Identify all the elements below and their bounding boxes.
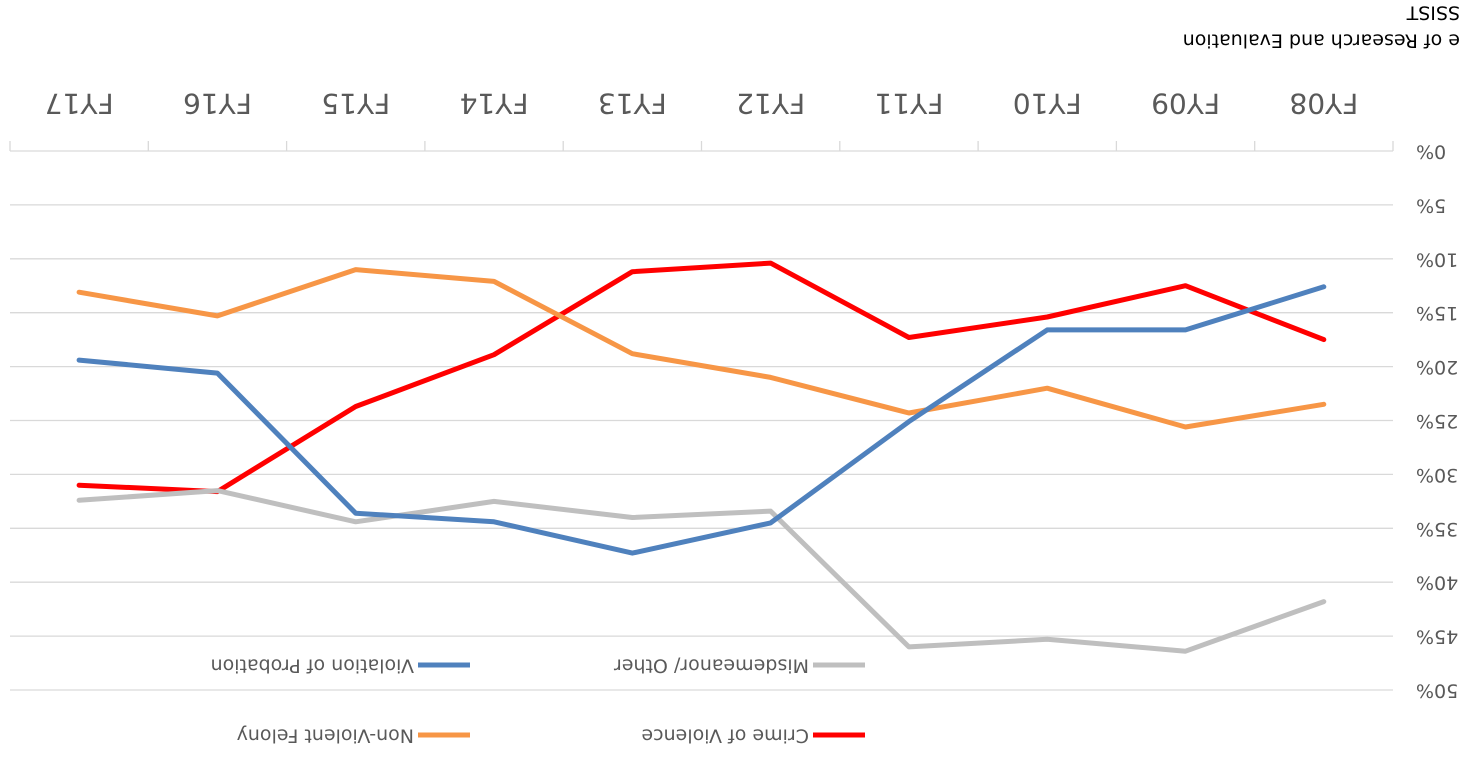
legend-label: Violation of Probation: [211, 655, 414, 677]
y-tick-label: 50%: [1416, 680, 1458, 702]
y-tick-label: 35%: [1416, 518, 1458, 540]
source-line: SSIST: [1406, 2, 1460, 24]
legend-label: Crime of Violence: [641, 725, 809, 747]
x-tick-label: FY16: [183, 87, 252, 120]
y-tick-label: 5%: [1416, 194, 1446, 216]
x-tick-label: FY10: [1013, 87, 1082, 120]
x-tick-label: FY09: [1151, 87, 1220, 120]
legend-label: Misdemeanor/ Other: [614, 655, 809, 677]
series-line: [76, 284, 1327, 556]
y-tick-label: 25%: [1416, 410, 1458, 432]
series-line: [76, 488, 1327, 654]
series-line: [76, 267, 1327, 430]
series-line: [76, 260, 1327, 495]
x-tick-label: FY08: [1289, 87, 1358, 120]
y-tick-label: 30%: [1416, 464, 1458, 486]
y-tick-label: 40%: [1416, 572, 1458, 594]
x-tick-label: FY15: [321, 87, 390, 120]
y-tick-label: 20%: [1416, 356, 1458, 378]
legend-label: Non-Violent Felony: [237, 725, 414, 747]
x-tick-label: FY11: [875, 87, 944, 120]
y-tick-label: 10%: [1416, 248, 1458, 270]
y-tick-label: 45%: [1416, 626, 1458, 648]
y-tick-label: 0%: [1416, 141, 1446, 163]
x-tick-label: FY13: [598, 87, 667, 120]
y-tick-label: 15%: [1416, 302, 1458, 324]
x-tick-label: FY17: [45, 87, 114, 120]
x-tick-label: FY12: [736, 87, 805, 120]
source-line: e of Research and Evaluation: [1183, 30, 1460, 52]
x-tick-label: FY14: [460, 87, 529, 120]
